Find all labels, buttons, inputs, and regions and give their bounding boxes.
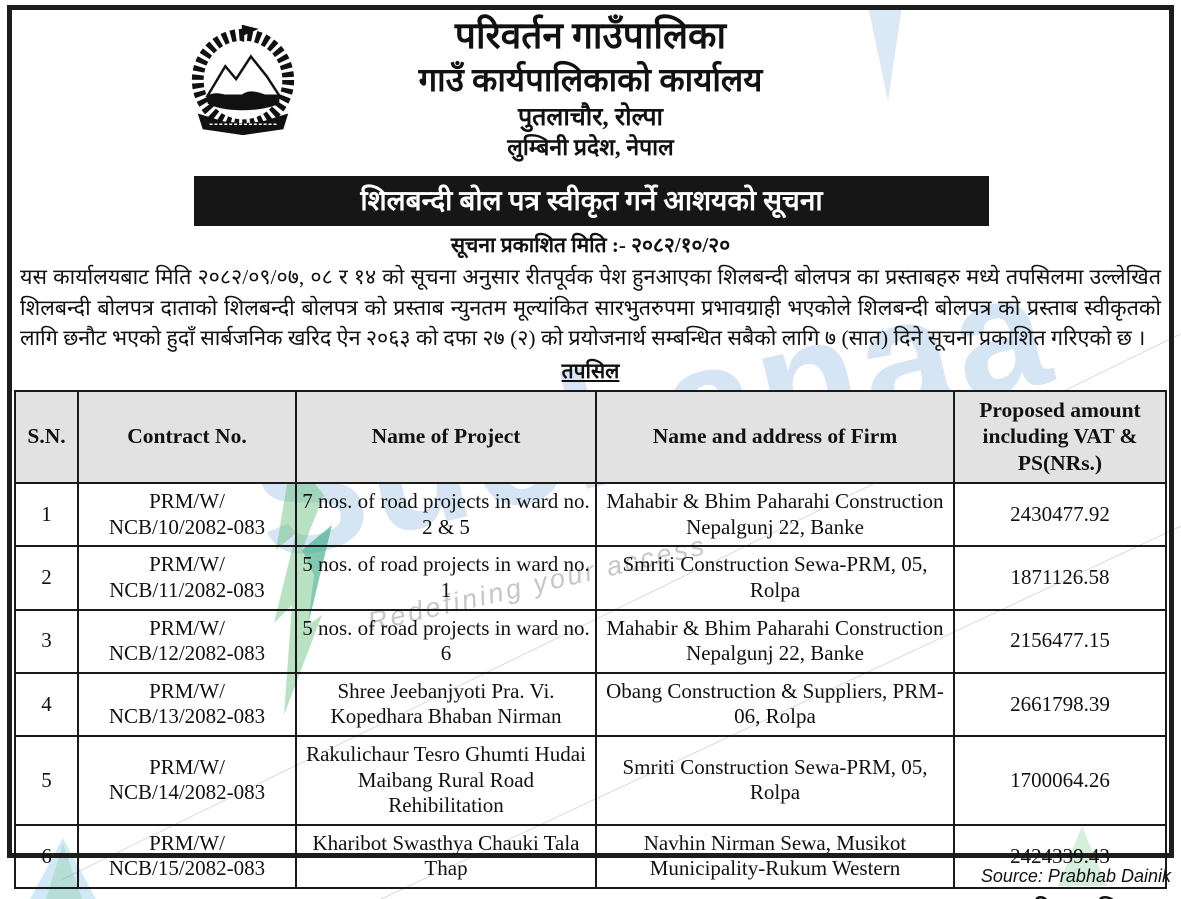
address-line-1: पुतलाचौर, रोल्पा bbox=[517, 104, 664, 132]
cell-firm: Mahabir & Bhim Paharahi Construction Nep… bbox=[595, 608, 955, 674]
cell-contract: PRM/W/ NCB/12/2082-083 bbox=[77, 608, 297, 674]
notice-title: शिलबन्दी बोल पत्र स्वीकृत गर्ने आशयको सू… bbox=[360, 186, 823, 217]
contract-line-2: NCB/12/2082-083 bbox=[108, 641, 266, 666]
cell-sn: 4 bbox=[14, 671, 79, 738]
cell-contract: PRM/W/ NCB/13/2082-083 bbox=[77, 671, 297, 738]
contract-line-2: NCB/13/2082-083 bbox=[108, 704, 266, 729]
cell-sn: 1 bbox=[14, 482, 79, 548]
column-header-contract: Contract No. bbox=[77, 389, 297, 485]
schedule-heading-wrap: तपसिल bbox=[12, 357, 1169, 385]
contract-line-1: PRM/W/ bbox=[149, 754, 225, 779]
letterhead: परिवर्तन गाउँपालिका गाउँ कार्यपालिकाको क… bbox=[12, 10, 1169, 172]
signatory-title: प्रमुख प्रशासकीय अधिकृत bbox=[12, 892, 1169, 899]
cell-sn: 5 bbox=[14, 735, 79, 826]
cell-project: Rakulichaur Tesro Ghumti Hudai Maibang R… bbox=[295, 735, 597, 826]
cell-project: Kharibot Swasthya Chauki Tala Thap bbox=[295, 823, 597, 890]
document-frame: परिवर्तन गाउँपालिका गाउँ कार्यपालिकाको क… bbox=[7, 5, 1174, 899]
municipality-emblem-icon bbox=[191, 24, 295, 136]
table-row: 6 PRM/W/ NCB/15/2082-083 Kharibot Swasth… bbox=[14, 823, 1167, 890]
table-row: 5 PRM/W/ NCB/14/2082-083 Rakulichaur Tes… bbox=[14, 735, 1167, 826]
column-header-sn: S.N. bbox=[14, 389, 79, 485]
column-header-project: Name of Project bbox=[295, 389, 597, 485]
contract-line-1: PRM/W/ bbox=[149, 678, 225, 703]
cell-amount: 1871126.58 bbox=[953, 545, 1167, 611]
cell-contract: PRM/W/ NCB/11/2082-083 bbox=[77, 545, 297, 611]
cell-project: 5 nos. of road projects in ward no. 6 bbox=[295, 608, 597, 674]
contract-line-1: PRM/W/ bbox=[149, 489, 225, 514]
cell-amount: 1700064.26 bbox=[953, 735, 1167, 826]
contract-line-1: PRM/W/ bbox=[149, 615, 225, 640]
table-row: 1 PRM/W/ NCB/10/2082-083 7 nos. of road … bbox=[14, 482, 1167, 548]
org-name: परिवर्तन गाउँपालिका bbox=[454, 16, 727, 57]
cell-contract: PRM/W/ NCB/15/2082-083 bbox=[77, 823, 297, 890]
cell-contract: PRM/W/ NCB/14/2082-083 bbox=[77, 735, 297, 826]
cell-firm: Navhin Nirman Sewa, Musikot Municipality… bbox=[595, 823, 955, 890]
cell-firm: Smriti Construction Sewa-PRM, 05, Rolpa bbox=[595, 735, 955, 826]
cell-project: Shree Jeebanjyoti Pra. Vi. Kopedhara Bha… bbox=[295, 671, 597, 738]
cell-project: 7 nos. of road projects in ward no. 2 & … bbox=[295, 482, 597, 548]
cell-sn: 3 bbox=[14, 608, 79, 674]
contract-line-2: NCB/14/2082-083 bbox=[108, 780, 266, 805]
cell-firm: Smriti Construction Sewa-PRM, 05, Rolpa bbox=[595, 545, 955, 611]
column-header-amount: Proposed amount including VAT & PS(NRs.) bbox=[953, 389, 1167, 485]
contract-line-1: PRM/W/ bbox=[149, 552, 225, 577]
contract-line-1: PRM/W/ bbox=[149, 830, 225, 855]
cell-amount: 2430477.92 bbox=[953, 482, 1167, 548]
column-header-firm: Name and address of Firm bbox=[595, 389, 955, 485]
cell-firm: Obang Construction & Suppliers, PRM-06, … bbox=[595, 671, 955, 738]
cell-contract: PRM/W/ NCB/10/2082-083 bbox=[77, 482, 297, 548]
cell-sn: 2 bbox=[14, 545, 79, 611]
notice-title-banner: शिलबन्दी बोल पत्र स्वीकृत गर्ने आशयको सू… bbox=[194, 176, 989, 226]
contract-line-2: NCB/15/2082-083 bbox=[108, 856, 266, 881]
table-row: 3 PRM/W/ NCB/12/2082-083 5 nos. of road … bbox=[14, 608, 1167, 674]
contract-line-2: NCB/11/2082-083 bbox=[109, 578, 265, 602]
contract-line-2: NCB/10/2082-083 bbox=[108, 514, 266, 539]
cell-sn: 6 bbox=[14, 823, 79, 890]
source-credit: Source: Prabhab Dainik bbox=[980, 866, 1171, 886]
office-name: गाउँ कार्यपालिकाको कार्यालय bbox=[418, 62, 763, 99]
table-row: 4 PRM/W/ NCB/13/2082-083 Shree Jeebanjyo… bbox=[14, 671, 1167, 738]
cell-firm: Mahabir & Bhim Paharahi Construction Nep… bbox=[595, 482, 955, 548]
published-date: सूचना प्रकाशित मिति :- २०८२/१०/२० bbox=[450, 233, 731, 257]
tender-table: S.N. Contract No. Name of Project Name a… bbox=[14, 389, 1167, 890]
cell-project: 5 nos. of road projects in ward no. 1 bbox=[295, 545, 597, 611]
schedule-heading: तपसिल bbox=[561, 358, 620, 383]
address-line-2: लुम्बिनी प्रदेश, नेपाल bbox=[507, 135, 674, 161]
cell-amount: 2156477.15 bbox=[953, 608, 1167, 674]
table-header-row: S.N. Contract No. Name of Project Name a… bbox=[14, 389, 1167, 485]
table-row: 2 PRM/W/ NCB/11/2082-083 5 nos. of road … bbox=[14, 545, 1167, 611]
cell-amount: 2661798.39 bbox=[953, 671, 1167, 738]
notice-body-paragraph: यस कार्यालयबाट मिति २०८२/०९/०७, ०८ र १४ … bbox=[20, 265, 1161, 351]
